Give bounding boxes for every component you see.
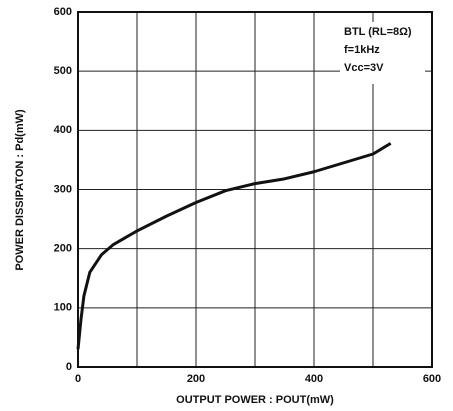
line [76, 142, 392, 350]
annotation: BTL (RL=8Ω) [344, 26, 412, 38]
y-tick-label: 0 [66, 361, 72, 373]
y-tick-label: 100 [54, 302, 72, 314]
y-tick-label: 400 [54, 124, 72, 136]
y-tick-label: 300 [54, 183, 72, 195]
y-tick-label: 500 [54, 65, 72, 77]
annotation-box [340, 22, 425, 84]
plot-frame [77, 11, 433, 368]
x-tick-label: 200 [187, 373, 205, 385]
annotation: Vcc=3V [344, 62, 384, 74]
x-axis-label: OUTPUT POWER : POUT(mW) [176, 394, 334, 406]
y-tick-label: 600 [54, 6, 72, 18]
x-tick-label: 600 [423, 373, 441, 385]
y-tick-label: 200 [54, 243, 72, 255]
annotation: f=1kHz [344, 44, 380, 56]
x-tick-label: 0 [75, 373, 81, 385]
y-axis-label: POWER DISSIPATON : Pd(mW) [14, 109, 26, 271]
x-tick-label: 400 [305, 373, 323, 385]
